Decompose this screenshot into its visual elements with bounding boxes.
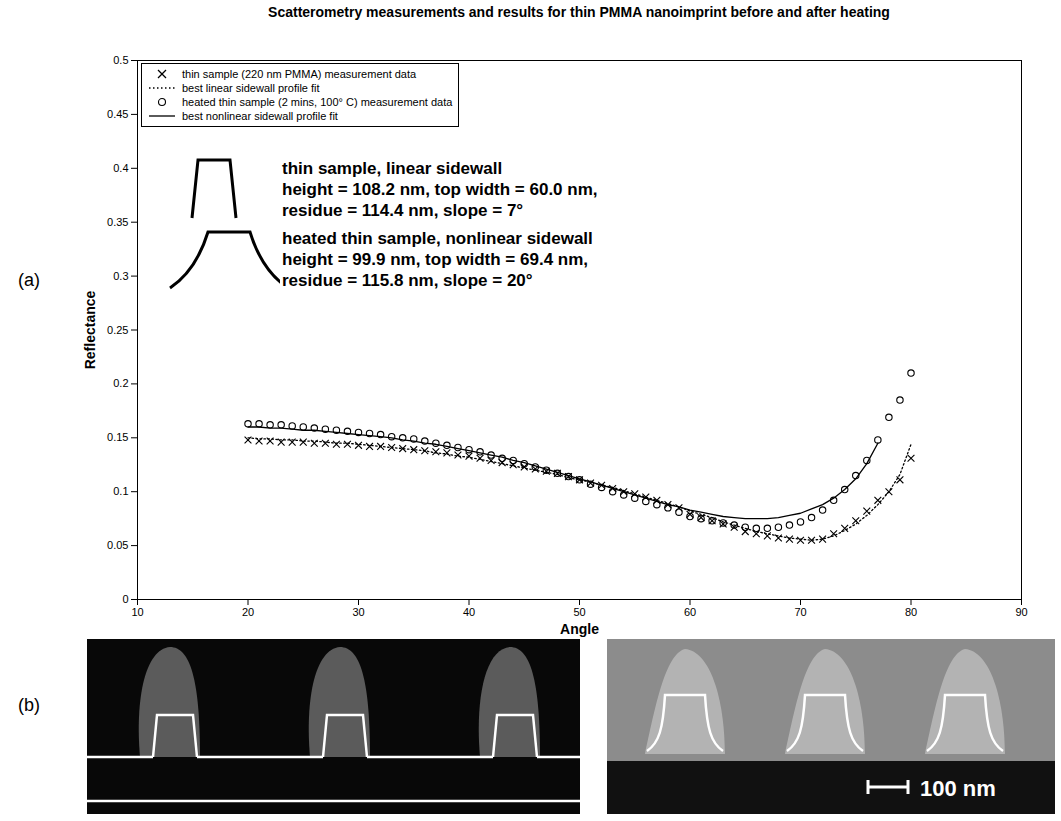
svg-text:0.5: 0.5 [113,54,128,66]
svg-text:20: 20 [242,606,254,618]
html-text:(a): (a) [18,270,40,290]
svg-text:0.3: 0.3 [113,270,128,282]
svg-text:90: 90 [1015,606,1027,618]
html-text:height = 99.9 nm, top width =: height = 99.9 nm, top width = 69.4 nm, [282,250,589,269]
svg-text:0.2: 0.2 [113,377,128,389]
html-text:residue = 115.8 nm, slope = 20: residue = 115.8 nm, slope = 20° [282,271,533,290]
html-text:Scatterometry measurements and: Scatterometry measurements and results f… [268,4,890,20]
html-text:heated thin sample (2 mins, 10: heated thin sample (2 mins, 100° C) meas… [182,96,453,108]
svg-text:0.45: 0.45 [107,108,128,120]
html-text:heated thin sample, nonlinear: heated thin sample, nonlinear sidewall [282,229,593,248]
svg-text:(b): (b) [18,695,40,715]
html-text:best linear sidewall profile f: best linear sidewall profile fit [182,82,320,94]
svg-text:0.25: 0.25 [107,324,128,336]
svg-text:40: 40 [463,606,475,618]
svg-text:0.05: 0.05 [107,539,128,551]
svg-text:0.15: 0.15 [107,431,128,443]
html-text:thin sample (220 nm PMMA) meas: thin sample (220 nm PMMA) measurement da… [182,68,417,80]
html-text:residue = 114.4 nm, slope = 7°: residue = 114.4 nm, slope = 7° [282,201,524,220]
svg-text:0.35: 0.35 [107,216,128,228]
svg-text:Angle: Angle [560,621,599,637]
svg-text:70: 70 [794,606,806,618]
svg-text:100 nm: 100 nm [920,776,996,801]
svg-text:10: 10 [131,606,143,618]
html-text:thin sample, linear sidewall: thin sample, linear sidewall [282,159,503,178]
svg-text:60: 60 [684,606,696,618]
svg-text:0.1: 0.1 [113,485,128,497]
svg-text:0.4: 0.4 [113,162,128,174]
svg-text:50: 50 [573,606,585,618]
svg-text:0: 0 [122,593,128,605]
svg-text:30: 30 [352,606,364,618]
svg-text:80: 80 [905,606,917,618]
svg-text:Reflectance: Reflectance [82,290,98,369]
html-text:height = 108.2 nm, top width =: height = 108.2 nm, top width = 60.0 nm, [282,180,598,199]
html-text:best nonlinear sidewall profil: best nonlinear sidewall profile fit [182,110,338,122]
